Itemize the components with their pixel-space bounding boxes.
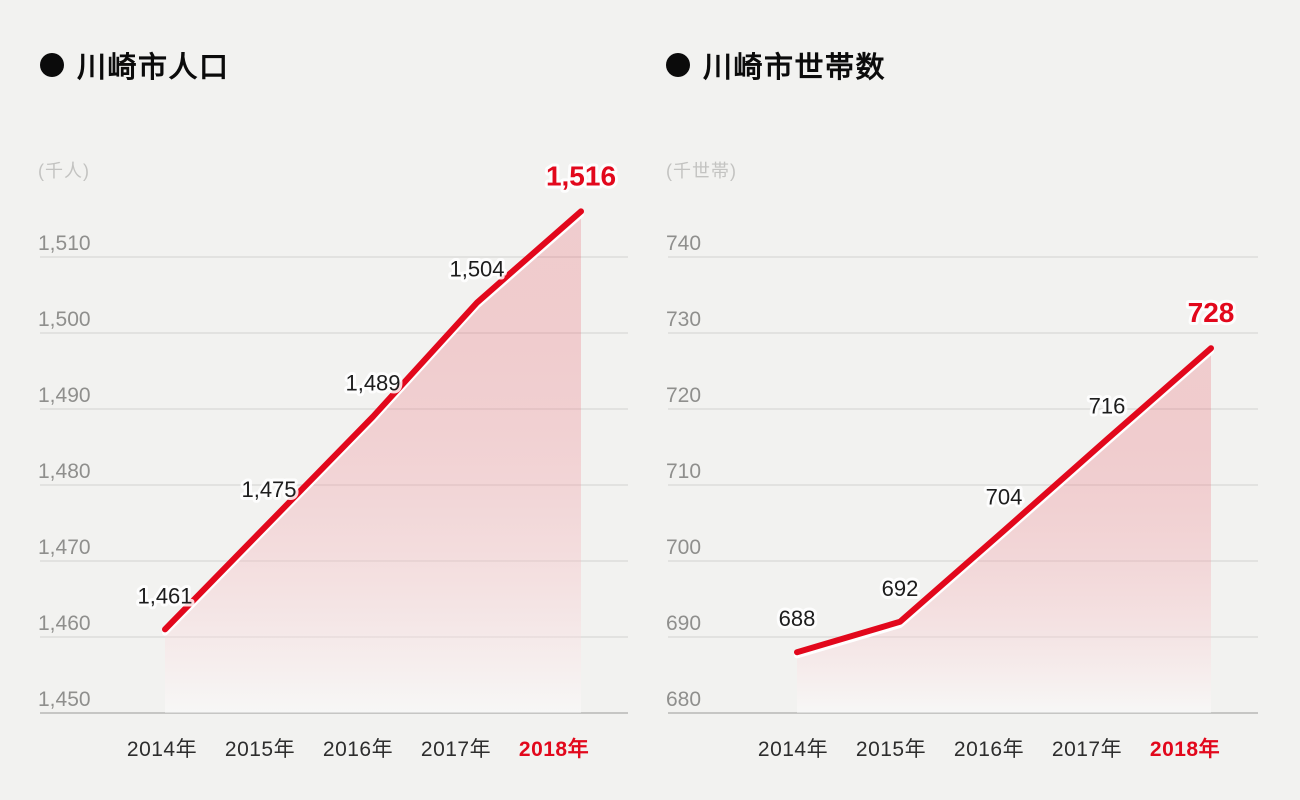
households-unit-label: (千世帯) <box>666 161 737 181</box>
y-tick-label: 730 <box>666 308 701 331</box>
data-label-households-0: 688 <box>779 606 816 631</box>
data-label-population-4-highlight: 1,516 <box>546 160 616 191</box>
bullet-circle-icon <box>666 53 690 77</box>
x-tick-label-households-4: 2018年 <box>1150 737 1220 761</box>
data-label-population-2: 1,489 <box>345 371 400 396</box>
y-tick-label: 1,450 <box>38 688 91 711</box>
x-tick-label-population-1: 2015年 <box>225 738 295 761</box>
y-tick-label: 1,500 <box>38 308 91 331</box>
y-tick-label: 740 <box>666 232 701 255</box>
x-tick-label-households-1: 2015年 <box>856 738 926 761</box>
x-tick-label-households-0: 2014年 <box>758 738 828 761</box>
population-unit-label: (千人) <box>38 161 90 181</box>
data-label-households-1: 692 <box>882 576 919 601</box>
data-label-households-3: 716 <box>1089 393 1126 418</box>
series-line-population <box>162 208 584 633</box>
y-tick-label: 1,490 <box>38 384 91 407</box>
population-chart-title-text: 川崎市人口 <box>77 52 230 84</box>
y-tick-label: 1,480 <box>38 460 91 483</box>
y-tick-label: 710 <box>666 460 701 483</box>
x-tick-label-population-0: 2014年 <box>127 738 197 761</box>
households-chart-title-text: 川崎市世帯数 <box>703 52 887 84</box>
series-area-population <box>165 211 581 713</box>
y-tick-label: 1,470 <box>38 536 91 559</box>
data-label-population-0: 1,461 <box>137 583 192 608</box>
y-tick-label: 690 <box>666 612 701 635</box>
bullet-circle-icon <box>40 53 64 77</box>
x-tick-label-population-3: 2017年 <box>421 738 491 761</box>
x-tick-label-population-2: 2016年 <box>323 738 393 761</box>
data-label-households-4-highlight: 728 <box>1188 297 1235 328</box>
y-tick-label: 1,460 <box>38 612 91 635</box>
series-line-households <box>794 345 1214 656</box>
population-chart-title: 川崎市人口 <box>40 44 230 86</box>
y-tick-label: 700 <box>666 536 701 559</box>
x-tick-label-population-4: 2018年 <box>519 737 589 761</box>
households-chart-title: 川崎市世帯数 <box>666 44 886 86</box>
data-label-households-2: 704 <box>986 485 1023 510</box>
x-tick-label-households-2: 2016年 <box>954 738 1024 761</box>
y-tick-label: 680 <box>666 688 701 711</box>
x-tick-label-households-3: 2017年 <box>1052 738 1122 761</box>
y-tick-label: 720 <box>666 384 701 407</box>
y-tick-label: 1,510 <box>38 232 91 255</box>
data-label-population-1: 1,475 <box>241 477 296 502</box>
data-label-population-3: 1,504 <box>449 257 504 282</box>
